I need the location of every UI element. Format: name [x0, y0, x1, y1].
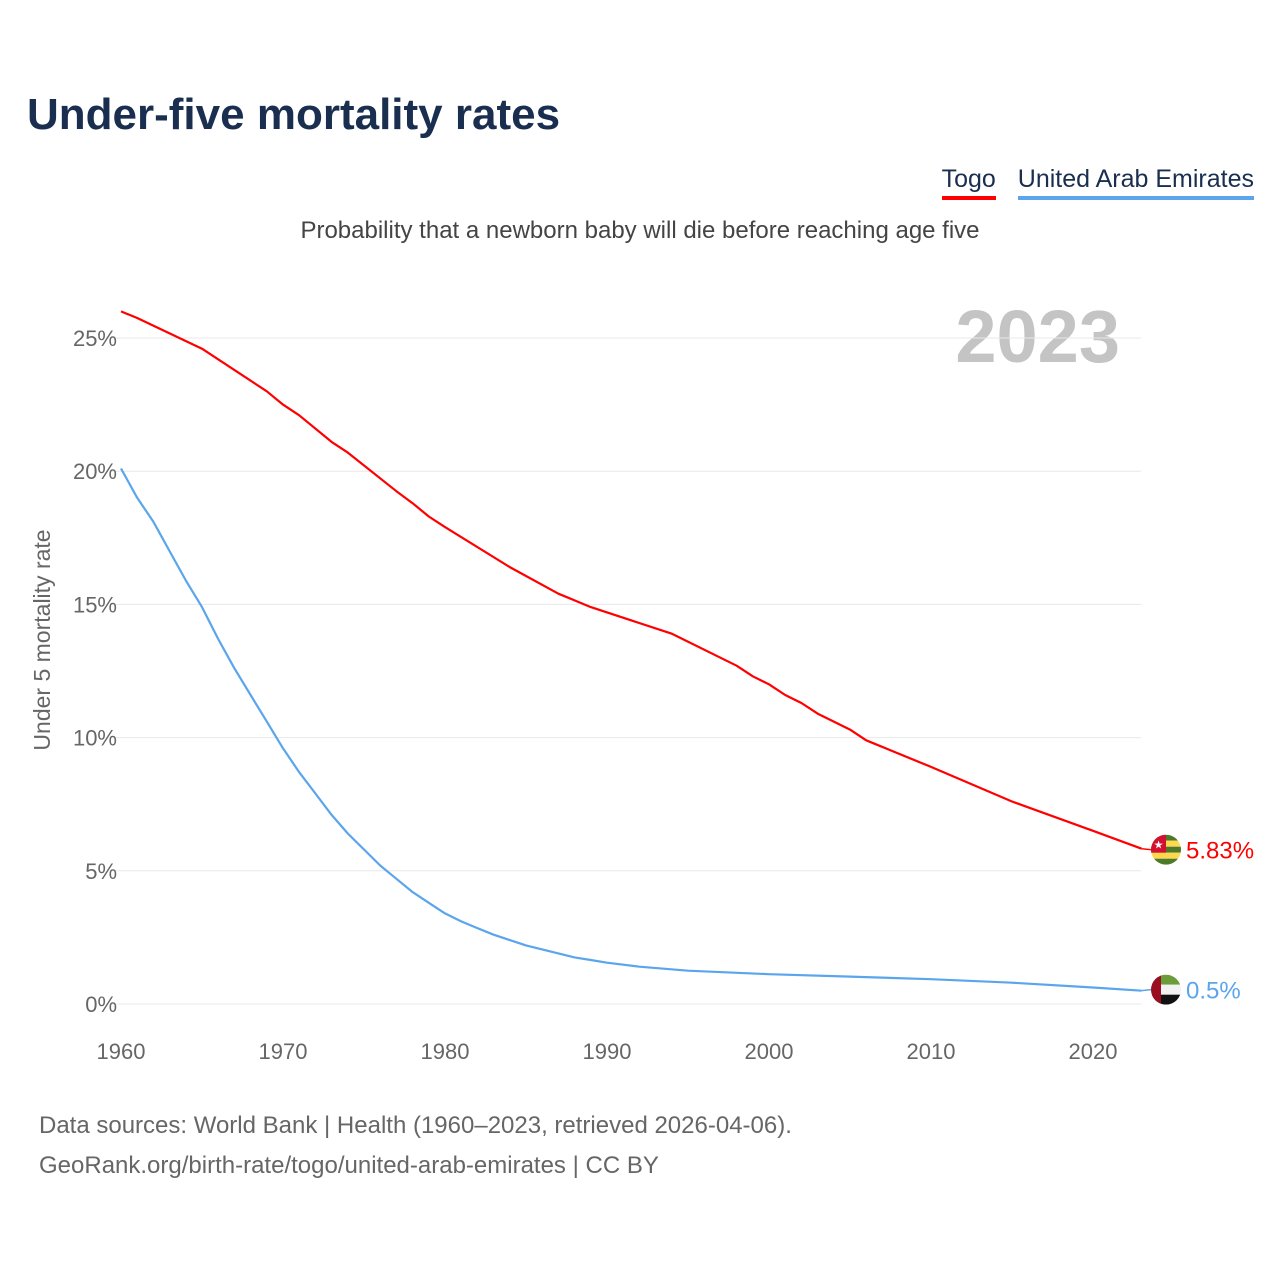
end-value-label: 0.5%: [1186, 978, 1241, 1005]
y-tick-label: 25%: [73, 326, 117, 351]
chart-subtitle: Probability that a newborn baby will die…: [300, 217, 980, 244]
flag-body: [1151, 974, 1181, 1005]
y-tick-label: 15%: [73, 592, 117, 617]
x-tick-label: 1990: [583, 1039, 632, 1064]
footer: Data sources: World Bank | Health (1960–…: [39, 1106, 792, 1186]
legend-item-uae[interactable]: United Arab Emirates: [1017, 165, 1254, 200]
end-value-label: 5.83%: [1186, 838, 1254, 865]
togo-flag-icon: ★: [1151, 834, 1181, 865]
series-line-uae: [120, 467, 1142, 992]
y-axis-label: Under 5 mortality rate: [29, 529, 55, 750]
flag-stripe: [1151, 858, 1181, 865]
y-tick-label: 10%: [73, 726, 117, 751]
year-label: 2023: [955, 295, 1120, 378]
flag-stripe: [1151, 852, 1181, 859]
flag-stripe: [1151, 974, 1181, 985]
chart-title: Under-five mortality rates: [27, 90, 561, 139]
x-tick-label: 1970: [259, 1039, 308, 1064]
data-source: Data sources: World Bank | Health (1960–…: [39, 1112, 792, 1139]
x-tick-label: 2000: [745, 1039, 794, 1064]
x-tick-label: 2010: [907, 1039, 956, 1064]
end-connector: [1141, 847, 1152, 851]
flag-stripe: [1151, 994, 1181, 1005]
y-tick-label: 5%: [85, 859, 117, 884]
y-tick-label: 20%: [73, 459, 117, 484]
series-line-togo: [120, 310, 1142, 850]
uae-flag-icon: [1151, 974, 1181, 1005]
flag-body: ★: [1151, 834, 1181, 865]
y-tick-label: 0%: [85, 992, 117, 1017]
x-tick-label: 1980: [421, 1039, 470, 1064]
x-tick-label: 1960: [97, 1039, 146, 1064]
source-link[interactable]: GeoRank.org/birth-rate/togo/united-arab-…: [39, 1152, 659, 1179]
legend-item-togo[interactable]: Togo: [941, 165, 996, 200]
x-tick-label: 2020: [1069, 1039, 1118, 1064]
end-connector: [1141, 988, 1152, 992]
legend: Togo United Arab Emirates: [941, 165, 1254, 200]
flag-stripe: [1151, 984, 1181, 995]
flag-band: [1151, 974, 1161, 1005]
flag-star: ★: [1154, 840, 1164, 852]
